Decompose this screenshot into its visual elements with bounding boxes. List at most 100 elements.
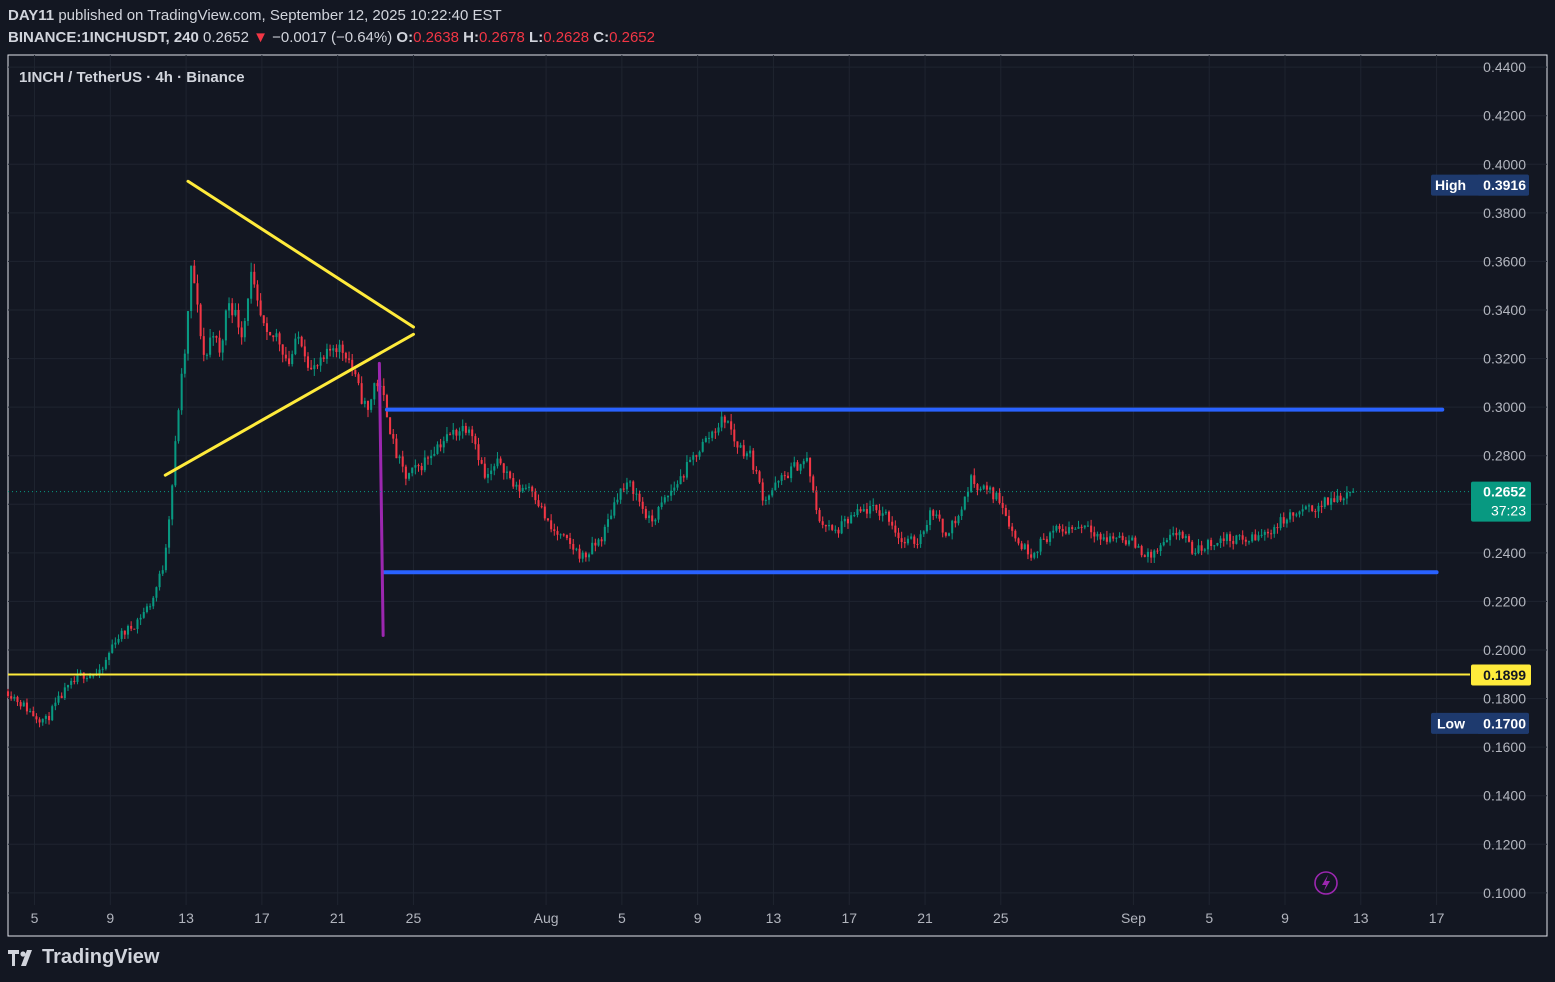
- candle-body: [16, 696, 19, 703]
- candle-body: [1235, 535, 1238, 544]
- candle-body: [35, 716, 38, 720]
- candle-body: [1153, 550, 1156, 558]
- low-value-badge: 0.1700: [1483, 715, 1526, 731]
- candle-body: [202, 336, 205, 355]
- candle-body: [578, 548, 581, 559]
- candle-body: [1086, 525, 1089, 527]
- candle-body: [1061, 528, 1064, 532]
- candle-body: [679, 476, 682, 485]
- candle-body: [1026, 544, 1029, 555]
- candle-body: [275, 333, 278, 338]
- candle-body: [152, 597, 155, 607]
- candle-body: [25, 702, 28, 712]
- candle-body: [701, 441, 704, 452]
- candle-body: [237, 310, 240, 328]
- candle-body: [827, 525, 831, 527]
- candle-body: [591, 542, 594, 555]
- candle-body: [714, 431, 717, 433]
- candle-body: [572, 543, 575, 550]
- candle-body: [139, 617, 142, 620]
- candle-body: [477, 444, 480, 461]
- candle-body: [761, 482, 764, 501]
- candle-body: [944, 532, 947, 536]
- candle-body: [303, 346, 306, 357]
- candle-body: [941, 518, 944, 533]
- candle-body: [774, 482, 777, 491]
- candle-body: [521, 487, 524, 492]
- candle-body: [758, 471, 761, 483]
- candle-body: [452, 429, 455, 435]
- candle-body: [376, 383, 379, 387]
- x-tick-label: 17: [841, 910, 857, 926]
- low-label-badge: Low: [1437, 715, 1465, 731]
- candle-body: [963, 496, 966, 510]
- candle-body: [496, 458, 499, 467]
- candle-body: [29, 710, 32, 712]
- price-axis[interactable]: 0.4400 0.4200 0.4000 0.3800 0.3600 0.3400 0.32…: [1483, 59, 1526, 901]
- candle-body: [606, 519, 610, 527]
- author-name[interactable]: DAY11: [8, 7, 55, 24]
- candle-body: [600, 539, 603, 542]
- candle-body: [1210, 540, 1213, 546]
- candle-body: [891, 521, 894, 526]
- tradingview-logo[interactable]: TradingView: [8, 946, 159, 969]
- candle-body: [231, 303, 234, 316]
- triangle-lower-line[interactable]: [163, 332, 415, 477]
- breakdown-line[interactable]: [377, 361, 385, 637]
- candle-body: [1080, 526, 1083, 528]
- candle-body: [1124, 540, 1127, 545]
- candle-body: [117, 638, 120, 643]
- candle-body: [120, 630, 123, 639]
- candle-body: [1270, 533, 1273, 535]
- x-tick-label: 21: [330, 910, 346, 926]
- lightning-icon[interactable]: [1314, 871, 1338, 895]
- y-tick-label: 0.2000: [1483, 642, 1526, 658]
- candle-body: [922, 531, 925, 535]
- triangle-upper-line[interactable]: [186, 179, 415, 329]
- candle-body: [846, 518, 849, 524]
- candle-body: [951, 520, 954, 534]
- candle-body: [546, 518, 550, 521]
- candle-body: [553, 529, 556, 532]
- candle-body: [1184, 536, 1187, 539]
- candle-body: [13, 696, 16, 699]
- candle-body: [1030, 554, 1033, 558]
- candle-body: [783, 475, 786, 477]
- candle-body: [1251, 534, 1254, 542]
- candle-body: [63, 687, 66, 699]
- candle-body: [183, 353, 186, 374]
- candle-body: [559, 534, 562, 536]
- candle-body: [1200, 545, 1203, 551]
- candle-body: [872, 504, 875, 507]
- candle-body: [764, 499, 767, 501]
- candle-body: [212, 336, 215, 338]
- candle-body: [76, 674, 79, 682]
- candle-body: [196, 283, 199, 305]
- candle-body: [881, 513, 884, 516]
- candle-body: [588, 554, 591, 558]
- time-axis[interactable]: 5 9 13 17 21 25 Aug 5 9 13 17 21 25 Sep 5 9 13 17: [31, 910, 1445, 926]
- candle-body: [82, 672, 85, 679]
- candle-body: [856, 509, 859, 516]
- candle-body: [711, 431, 714, 438]
- candle-body: [786, 475, 789, 479]
- chart-grid: [8, 55, 1547, 905]
- drawings-layer[interactable]: [8, 179, 1470, 676]
- candle-body: [1058, 526, 1061, 529]
- candle-body: [284, 354, 287, 359]
- last-price-badge-bg: [1471, 481, 1531, 522]
- candle-body: [619, 488, 622, 500]
- publish-info: DAY11 published on TradingView.com, Sept…: [8, 7, 502, 24]
- candle-body: [1067, 527, 1071, 534]
- candle-body: [641, 501, 644, 509]
- y-tick-label: 0.3800: [1483, 205, 1526, 221]
- candle-body: [919, 534, 922, 545]
- candle-body: [32, 710, 35, 717]
- symbol-label[interactable]: BINANCE:1INCHUSDT, 240: [8, 29, 199, 46]
- candle-body: [739, 445, 742, 448]
- candle-body: [70, 680, 73, 685]
- candle-body: [228, 303, 231, 311]
- candle-body: [363, 400, 366, 404]
- candle-body: [897, 532, 900, 539]
